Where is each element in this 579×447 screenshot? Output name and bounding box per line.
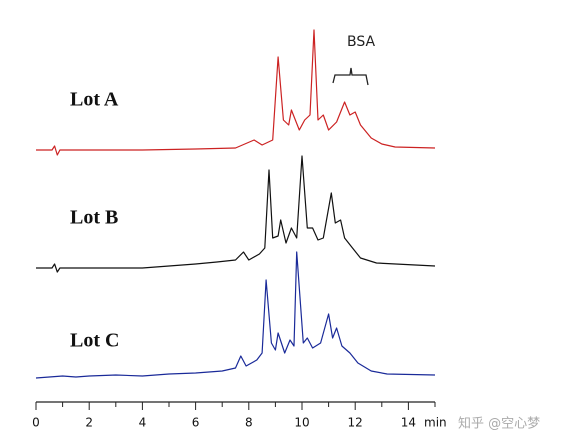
x-tick-label: 0 xyxy=(32,416,40,430)
watermark: 知乎 @空心梦 xyxy=(458,416,540,432)
bsa-bracket xyxy=(332,67,369,86)
trace xyxy=(36,29,436,156)
trace xyxy=(35,251,436,379)
x-tick-label: 8 xyxy=(245,416,253,430)
x-tick-label: 10 xyxy=(294,416,309,430)
x-tick-label: 14 xyxy=(401,416,416,430)
trace-label: Lot A xyxy=(70,89,119,111)
trace xyxy=(36,155,436,273)
x-tick-label: 4 xyxy=(139,416,147,430)
x-tick-label: 2 xyxy=(85,416,93,430)
trace-label: Lot B xyxy=(70,207,118,229)
x-tick-label: 6 xyxy=(192,416,200,430)
x-axis-label: min xyxy=(424,416,447,430)
annotation: BSA xyxy=(347,34,376,50)
x-tick-label: 12 xyxy=(348,416,363,430)
trace-label: Lot C xyxy=(70,330,119,352)
